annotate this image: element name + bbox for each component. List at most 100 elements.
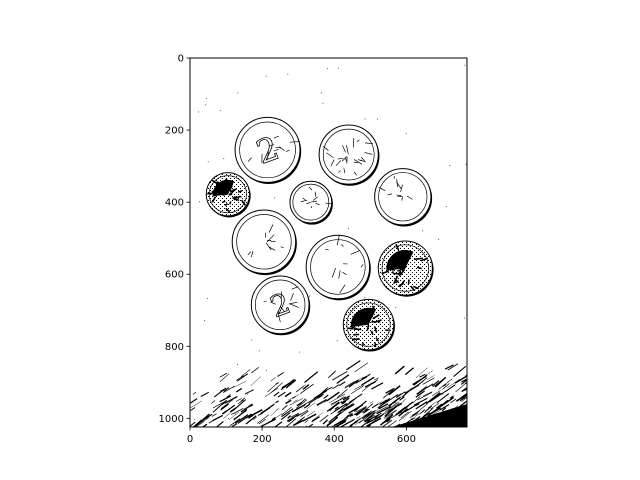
floor-streak — [398, 410, 412, 422]
floor-streak — [200, 391, 209, 397]
speck — [322, 102, 324, 104]
floor-streak — [416, 385, 428, 395]
floor-streak — [409, 412, 419, 419]
floor-streak — [322, 419, 329, 425]
floor-streak — [245, 415, 257, 425]
coin — [318, 124, 380, 186]
coin-relief — [269, 144, 275, 147]
coin-relief — [397, 195, 403, 197]
floor-streak — [235, 387, 243, 393]
coin-relief — [326, 152, 334, 159]
coin-relief — [366, 324, 370, 331]
floor-streak — [459, 394, 467, 402]
coin-relief — [266, 242, 272, 251]
coin-relief — [347, 327, 353, 330]
floor-streak — [387, 401, 400, 412]
coin-relief — [273, 135, 279, 139]
coin-relief — [233, 198, 237, 201]
coin-relief — [224, 203, 229, 207]
floor-streak — [302, 384, 310, 390]
floor-streak — [296, 402, 302, 407]
floor-streak — [449, 395, 454, 399]
floor-streak — [382, 419, 393, 427]
floor-streak — [384, 402, 398, 413]
floor-streak — [430, 402, 440, 410]
coin-relief — [398, 280, 406, 288]
floor-streak — [404, 402, 420, 413]
floor-streak — [306, 402, 316, 410]
floor-streak — [275, 382, 280, 385]
floor-streak — [444, 384, 456, 393]
floor-streak — [297, 416, 306, 423]
coin-dark-region — [386, 249, 414, 271]
floor-streak — [362, 408, 370, 414]
floor-streak — [394, 365, 405, 375]
coin-relief — [401, 197, 403, 201]
floor-streak — [412, 375, 427, 386]
floor-streak — [346, 360, 361, 371]
floor-streak — [319, 414, 329, 423]
speck — [205, 98, 207, 99]
floor-streak — [341, 422, 348, 427]
floor-streak — [281, 408, 294, 418]
coin-inner-ring — [381, 244, 429, 292]
floor-streak — [304, 400, 313, 408]
floor-streak — [346, 412, 353, 417]
floor-streak — [326, 416, 339, 427]
floor-streak — [228, 411, 240, 421]
coin-relief — [325, 202, 332, 205]
floor-streak — [316, 398, 328, 406]
floor-streak — [229, 418, 241, 427]
coin-inner-ring — [292, 183, 330, 221]
coin-relief — [364, 152, 373, 155]
floor-streak — [374, 412, 382, 419]
floor-streak — [332, 384, 340, 390]
floor-streak — [419, 409, 425, 415]
floor-streak — [336, 389, 348, 399]
coin-relief — [338, 170, 341, 173]
floor-streak — [221, 399, 234, 409]
speck — [223, 158, 225, 160]
floor-streak — [300, 383, 314, 394]
floor-streak — [450, 398, 457, 404]
floor-streak — [382, 394, 399, 405]
floor-streak — [379, 399, 388, 406]
coin-relief — [342, 271, 347, 276]
speck — [465, 163, 467, 165]
floor-streak — [285, 418, 297, 427]
speck — [364, 118, 366, 120]
coin-relief — [341, 156, 347, 162]
floor-streak — [220, 403, 229, 411]
floor-streak — [302, 413, 317, 422]
speck — [206, 297, 208, 299]
coin-relief — [277, 310, 280, 314]
floor-streak — [195, 421, 205, 427]
speck — [265, 75, 267, 77]
floor-streak — [422, 391, 433, 397]
floor-streak — [270, 377, 276, 382]
speck — [193, 419, 195, 421]
coin-relief — [395, 244, 400, 251]
coin-relief — [341, 244, 344, 247]
coin-relief — [338, 270, 341, 279]
coin-relief — [237, 190, 243, 193]
floor-streak — [212, 400, 228, 409]
floor-streak — [365, 424, 371, 427]
speck — [348, 228, 349, 229]
floor-streak — [386, 418, 391, 423]
coin-inner-ring — [310, 239, 366, 295]
floor-streak — [201, 413, 210, 421]
floor-streak — [361, 375, 368, 380]
coin-relief — [394, 280, 399, 284]
coin-relief — [343, 168, 346, 174]
floor-streak — [329, 393, 346, 404]
coin-relief — [397, 267, 406, 272]
floor-streak — [431, 380, 440, 387]
floor-streak — [461, 396, 467, 403]
floor-streak — [404, 367, 414, 376]
coin-relief — [325, 248, 329, 251]
floor-streak — [280, 412, 291, 420]
floor-streak — [367, 416, 374, 422]
coin-relief — [270, 301, 276, 305]
y-tick-label: 400 — [165, 198, 184, 209]
